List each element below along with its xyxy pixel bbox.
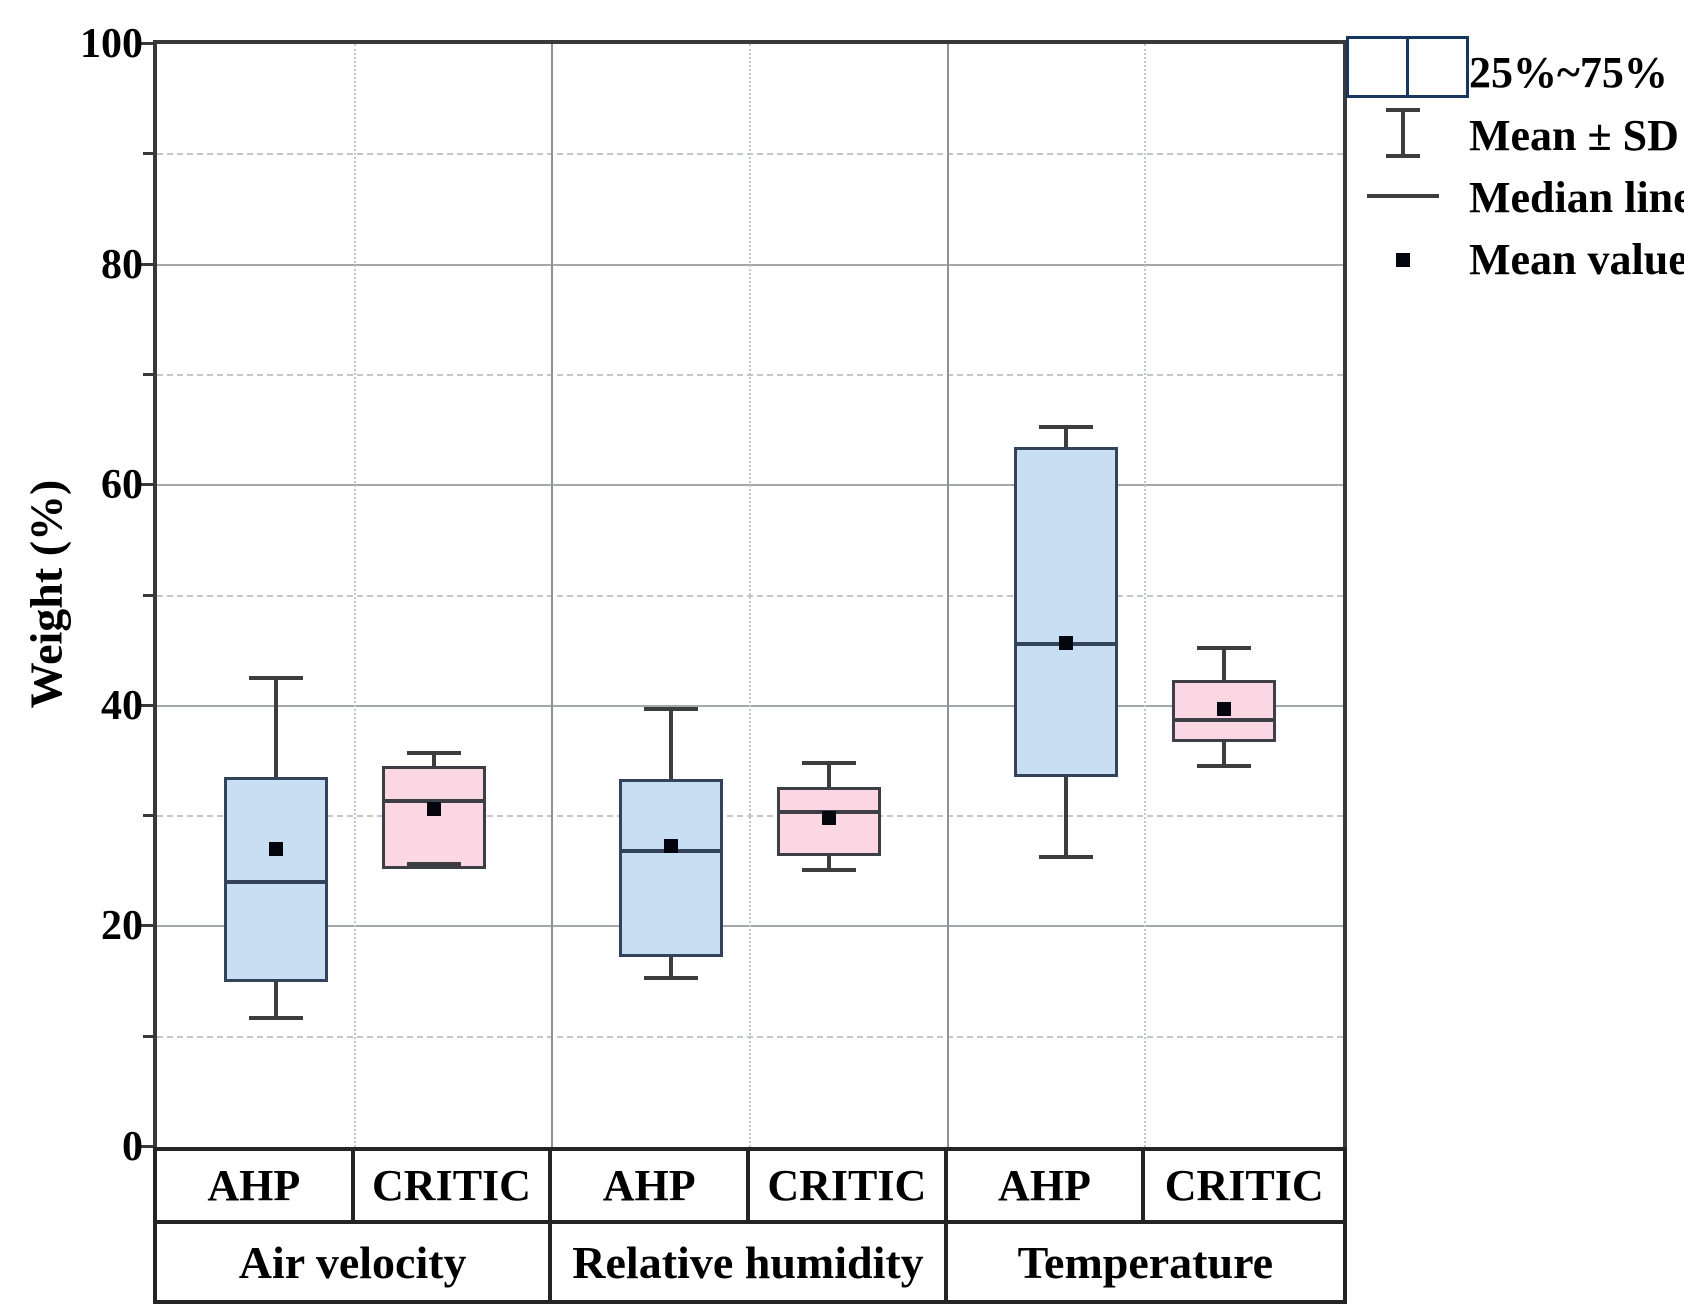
y-tick-minor-30 — [143, 814, 153, 818]
y-tick-minor-90 — [143, 152, 153, 156]
method-cell-relative-humidity-critic: CRITIC — [750, 1151, 948, 1220]
y-tick-major-20 — [136, 924, 153, 928]
box-relative-humidity-ahp — [618, 778, 723, 958]
method-divider-5 — [1144, 44, 1147, 1147]
y-tick-label-20: 20 — [101, 903, 143, 950]
whisker-cap-low-relative-humidity-ahp — [643, 976, 698, 981]
method-cell-relative-humidity-ahp: AHP — [552, 1151, 750, 1220]
median-line-air-velocity-ahp — [223, 880, 328, 885]
method-divider-1 — [353, 44, 356, 1147]
legend-mean-value-label: Mean value — [1469, 235, 1684, 284]
box-air-velocity-critic — [381, 766, 486, 870]
box-range-swatches — [1346, 36, 1469, 98]
whisker-cap-low-relative-humidity-critic — [802, 868, 857, 873]
y-tick-label-80: 80 — [101, 241, 143, 288]
group-cell-temperature: Temperature — [1017, 1236, 1274, 1288]
method-cell-temperature-ahp: AHP — [948, 1151, 1146, 1220]
group-divider-1 — [551, 44, 554, 1147]
y-tick-major-80 — [136, 262, 153, 266]
legend-range-label: 25%~75% — [1469, 48, 1668, 97]
ahp-color-swatch — [1346, 36, 1409, 98]
method-cell-temperature-critic: CRITIC — [1164, 1161, 1324, 1210]
whisker-cap-high-air-velocity-ahp — [248, 676, 303, 681]
axis-table: AHP CRITIC AHP CRITIC AHP CRITIC Air velocity… — [153, 1147, 1347, 1304]
whisker-cap-high-temperature-ahp — [1039, 424, 1094, 429]
whisker-cap-low-air-velocity-critic — [406, 861, 461, 866]
whisker-cap-high-temperature-critic — [1197, 646, 1252, 651]
median-line-icon — [1367, 194, 1439, 198]
y-tick-label-0: 0 — [122, 1124, 143, 1170]
errorbar-stem — [1401, 108, 1405, 158]
errorbar-bottom-cap — [1386, 154, 1420, 158]
box-temperature-ahp — [1014, 446, 1119, 778]
plot-area — [153, 40, 1347, 1151]
group-divider-2 — [946, 44, 949, 1147]
mean-marker-relative-humidity-ahp — [663, 838, 678, 853]
group-cell-air-velocity: Air velocity — [157, 1224, 553, 1300]
mean-sd-icon — [1386, 108, 1420, 158]
mean-marker-air-velocity-ahp — [268, 842, 283, 857]
y-tick-major-60 — [136, 483, 153, 487]
whisker-cap-low-air-velocity-ahp — [248, 1015, 303, 1020]
whisker-cap-low-temperature-ahp — [1039, 854, 1094, 859]
mean-marker-air-velocity-critic — [426, 802, 441, 817]
method-cell-air-velocity-critic: CRITIC — [355, 1151, 553, 1220]
y-tick-major-100 — [136, 42, 153, 45]
group-cell-relative-humidity: Relative humidity — [552, 1224, 948, 1300]
axis-table-methods: AHP CRITIC AHP CRITIC AHP CRITIC — [157, 1151, 1343, 1224]
whisker-cap-high-relative-humidity-ahp — [643, 707, 698, 712]
method-cell-air-velocity-ahp: AHP — [157, 1151, 355, 1220]
critic-color-swatch — [1406, 36, 1469, 98]
mean-marker-relative-humidity-critic — [822, 811, 837, 826]
y-tick-major-40 — [136, 703, 153, 707]
median-line-temperature-critic — [1172, 718, 1277, 723]
y-axis-title: Weight (%) — [20, 479, 72, 709]
whisker-cap-low-temperature-critic — [1197, 764, 1252, 769]
median-line-air-velocity-critic — [381, 798, 486, 803]
y-tick-minor-50 — [143, 593, 153, 597]
legend-median-label: Median line — [1469, 173, 1684, 222]
y-tick-label-100: 100 — [80, 21, 143, 67]
mean-marker-temperature-ahp — [1059, 635, 1074, 650]
axis-table-groups: Air velocity Relative humidity Temperature — [157, 1224, 1343, 1300]
y-tick-minor-10 — [143, 1034, 153, 1038]
legend-mean-sd-label: Mean ± SD — [1469, 111, 1679, 160]
mean-value-icon — [1396, 253, 1410, 267]
y-tick-minor-70 — [143, 372, 153, 376]
whisker-cap-high-air-velocity-critic — [406, 751, 461, 756]
y-tick-major-0 — [136, 1145, 153, 1148]
method-divider-3 — [749, 44, 751, 1147]
whisker-cap-high-relative-humidity-critic — [802, 761, 857, 766]
box-air-velocity-ahp — [223, 777, 328, 982]
mean-marker-temperature-critic — [1217, 702, 1232, 717]
